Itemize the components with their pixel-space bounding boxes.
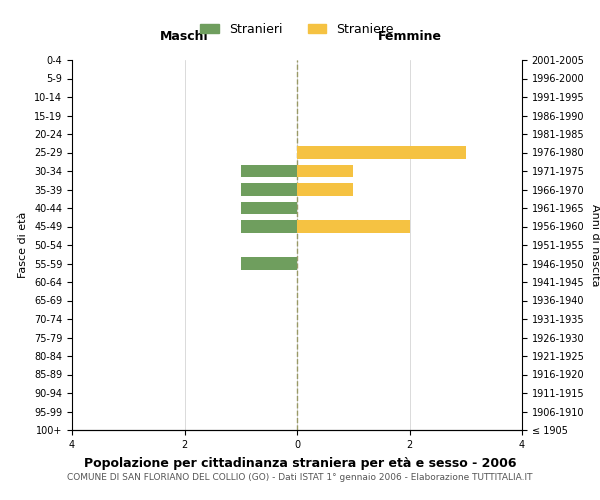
Bar xyxy=(297,183,353,196)
Bar xyxy=(241,164,297,177)
Text: Popolazione per cittadinanza straniera per età e sesso - 2006: Popolazione per cittadinanza straniera p… xyxy=(84,458,516,470)
Text: Femmine: Femmine xyxy=(377,30,442,44)
Bar xyxy=(241,257,297,270)
Bar xyxy=(297,220,409,233)
Text: COMUNE DI SAN FLORIANO DEL COLLIO (GO) - Dati ISTAT 1° gennaio 2006 - Elaborazio: COMUNE DI SAN FLORIANO DEL COLLIO (GO) -… xyxy=(67,472,533,482)
Y-axis label: Anni di nascita: Anni di nascita xyxy=(590,204,600,286)
Y-axis label: Fasce di età: Fasce di età xyxy=(19,212,28,278)
Bar xyxy=(297,164,353,177)
Bar xyxy=(241,202,297,214)
Bar xyxy=(241,220,297,233)
Bar xyxy=(297,146,466,159)
Bar xyxy=(241,183,297,196)
Legend: Stranieri, Straniere: Stranieri, Straniere xyxy=(195,18,399,41)
Text: Maschi: Maschi xyxy=(160,30,209,44)
